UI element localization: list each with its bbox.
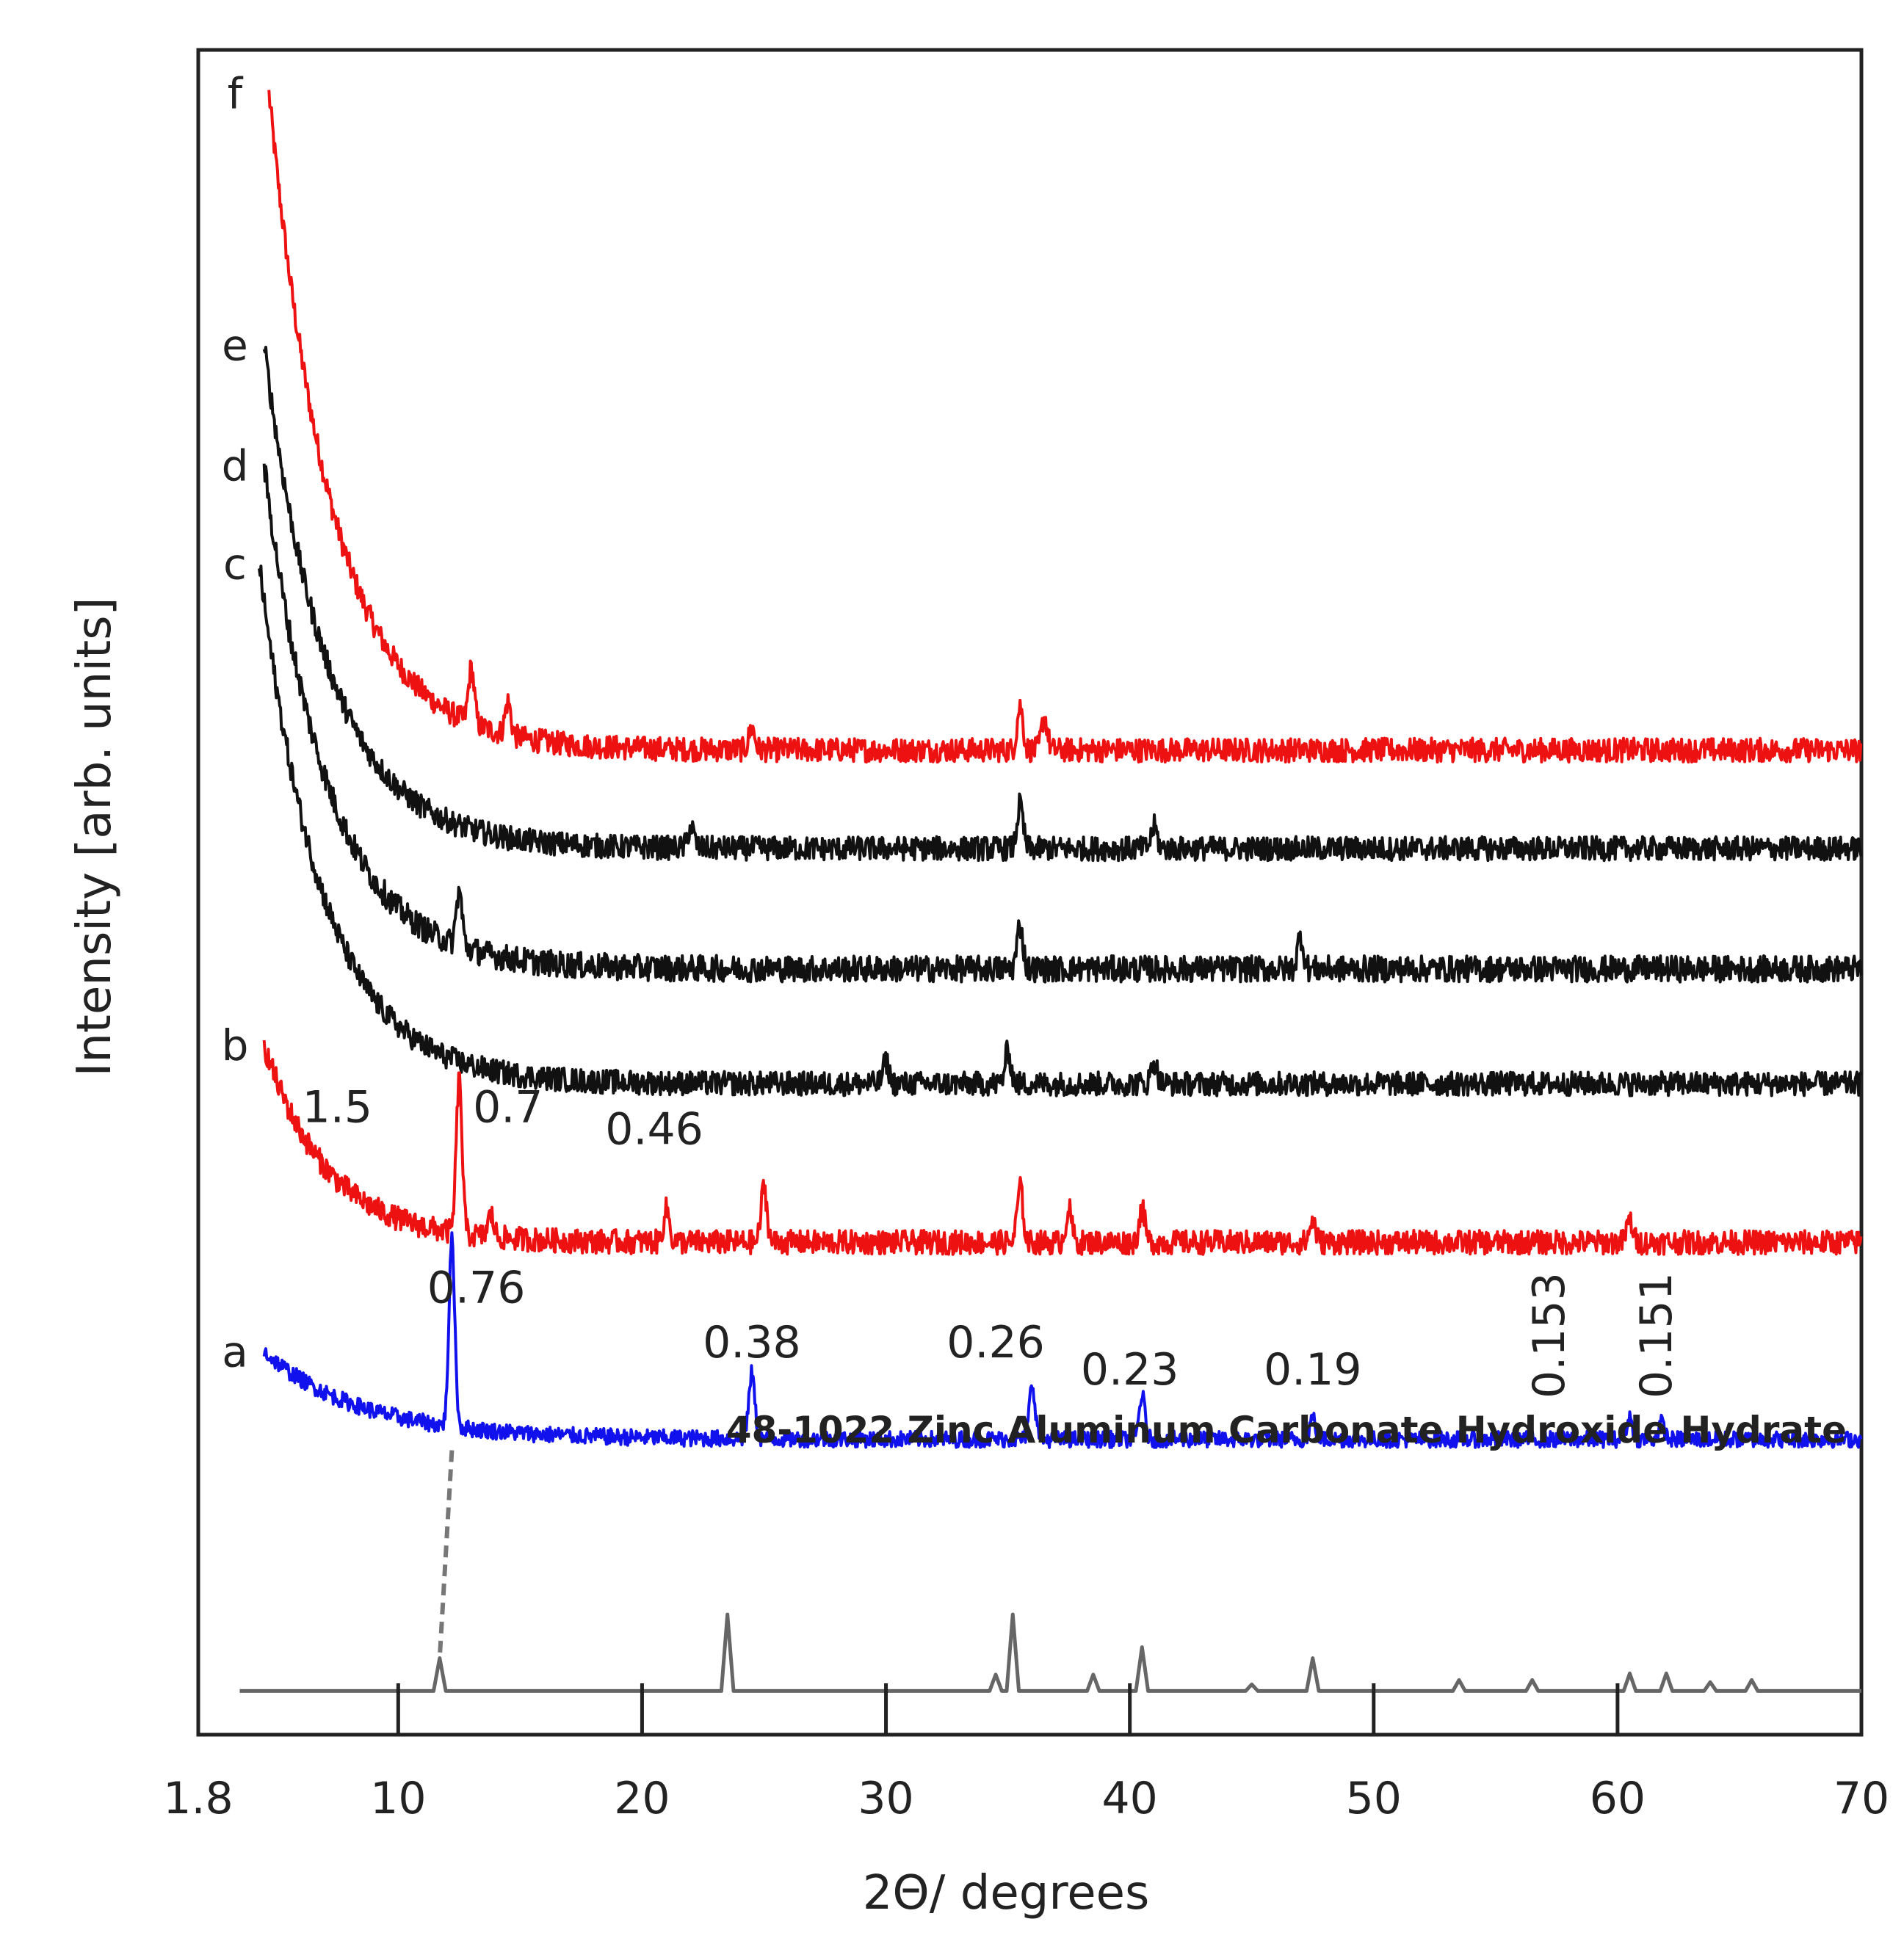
peak-annotation: 0.19 [1264, 1344, 1362, 1396]
plot-frame [196, 48, 1864, 1737]
x-tick-label: 30 [858, 1773, 913, 1824]
series-c-label: c [223, 539, 247, 589]
peak-annotation: 0.151 [1631, 1272, 1682, 1398]
series-a-label: a [222, 1327, 248, 1376]
peak-annotation: 0.23 [1081, 1344, 1179, 1396]
series-c-line [258, 565, 1863, 1097]
series-d-label: d [222, 440, 249, 490]
x-tick-label: 70 [1834, 1773, 1889, 1824]
series-f-label: f [228, 69, 244, 119]
trace-labels: f e dc b a [222, 69, 249, 1377]
reference-pattern [239, 1450, 1861, 1693]
peak-annotation: 0.26 [946, 1317, 1045, 1368]
series-f-line [267, 90, 1863, 764]
reference-dashed-link [437, 1450, 455, 1658]
x-inner-ticks [396, 1683, 1620, 1733]
peak-annotation: 0.46 [605, 1103, 703, 1155]
x-tick-label: 40 [1101, 1773, 1157, 1824]
peak-annotation: 0.153 [1524, 1272, 1575, 1398]
peak-annotation: 0.76 [427, 1262, 526, 1313]
series-d-line [262, 463, 1863, 984]
series-e-label: e [222, 320, 248, 370]
x-tick-label: 20 [614, 1773, 670, 1824]
peak-annotation: 0.38 [703, 1317, 801, 1368]
series-a-line [262, 1231, 1863, 1449]
x-tick-label: 10 [370, 1773, 426, 1824]
x-tick-label: 1.8 [163, 1773, 233, 1824]
series-b-line [262, 1040, 1863, 1256]
x-tick-label: 50 [1346, 1773, 1402, 1824]
peak-annotation: 1.5 [303, 1081, 372, 1133]
reference-sticks [239, 1612, 1861, 1693]
x-tick-labels: 1.8 10 20 30 40 50 60 70 [163, 1773, 1889, 1824]
peak-annotations: 1.5 0.7 0.46 0.76 0.38 0.26 0.23 0.19 0.153 0.151 [303, 1081, 1682, 1398]
series-layer [258, 90, 1863, 1449]
series-b-label: b [222, 1020, 249, 1070]
reference-title: 48-1022 Zinc Aluminum Carbonate Hydroxid… [726, 1409, 1847, 1451]
x-axis-title: 2Θ/ degrees [863, 1866, 1150, 1920]
y-axis-title: Intensity [arb. units] [68, 597, 122, 1076]
series-e-line [262, 346, 1863, 863]
peak-annotation: 0.7 [473, 1081, 543, 1133]
x-tick-label: 60 [1590, 1773, 1646, 1824]
